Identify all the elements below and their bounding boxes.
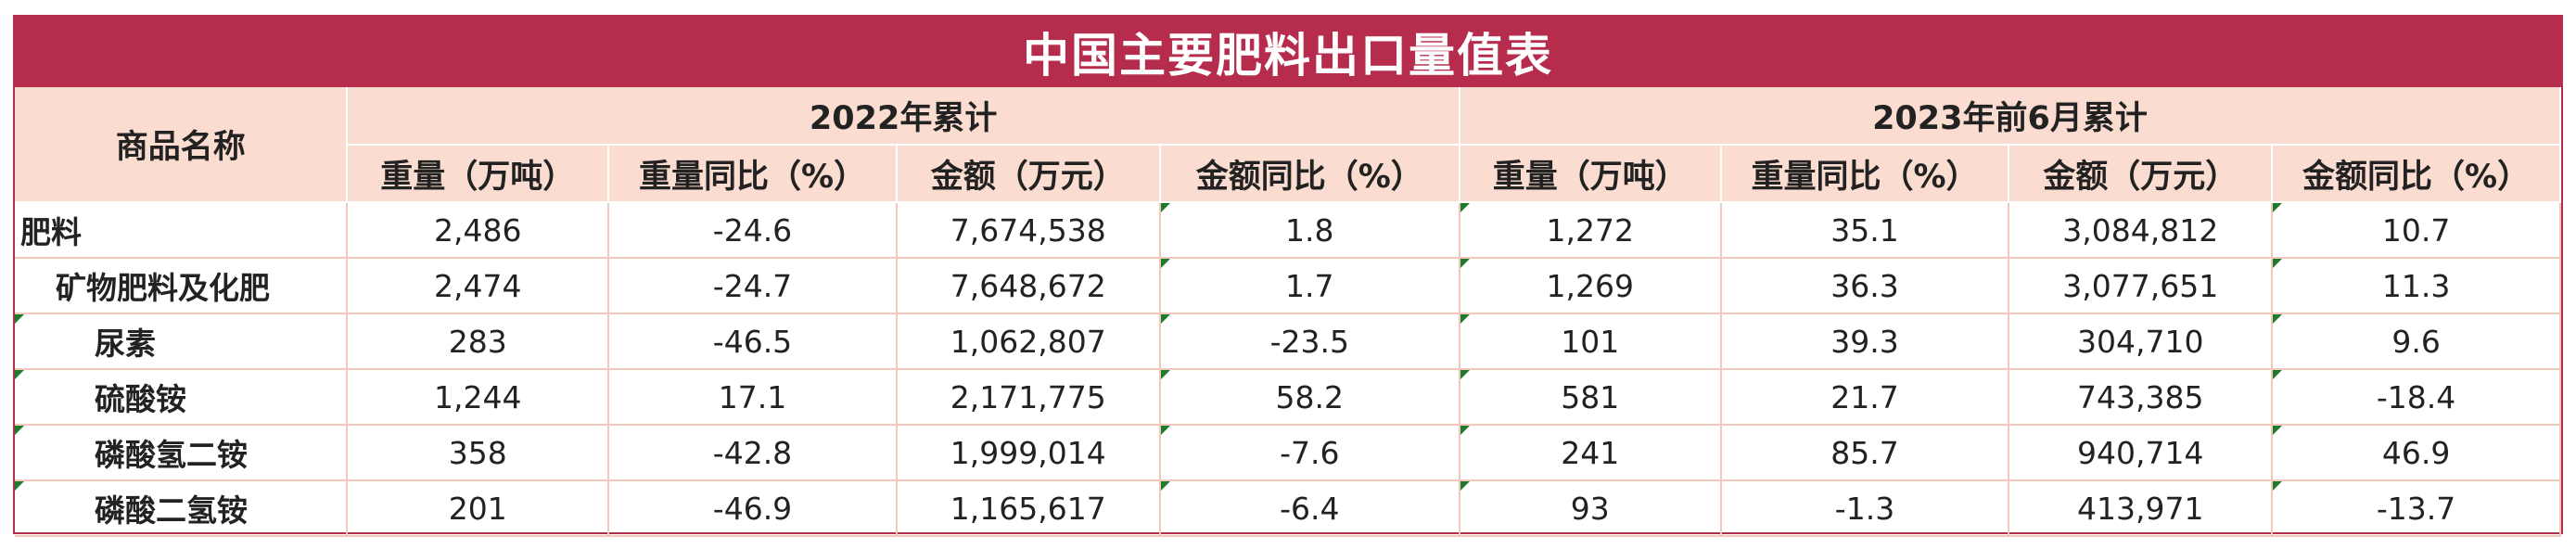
data-cell: -1.3 <box>1720 480 2010 537</box>
data-cell: 3,084,812 <box>2009 202 2274 259</box>
table-row: 尿素 283 -46.5 1,062,807 -23.5 101 39.3 304,710 9.… <box>15 313 2561 370</box>
data-cell: 1,244 <box>347 369 610 426</box>
data-cell: 581 <box>1459 369 1722 426</box>
data-cell: 1,999,014 <box>896 425 1161 481</box>
data-cell: 36.3 <box>1720 258 2010 314</box>
table-row: 矿物肥料及化肥 2,474 -24.7 7,648,672 1.7 1,269 36.3 3,… <box>15 258 2561 314</box>
data-cell: 940,714 <box>2009 425 2274 481</box>
data-cell: 1,269 <box>1459 258 1722 314</box>
data-cell: 2,171,775 <box>896 369 1161 426</box>
group-header-2023: 2023年前6月累计 <box>1459 87 2562 146</box>
row-name-cell: 硫酸铵 <box>15 369 349 426</box>
data-cell: 21.7 <box>1720 369 2010 426</box>
column-header: 金额（万元） <box>2009 145 2274 203</box>
data-cell: 2,486 <box>347 202 610 259</box>
data-cell: 358 <box>347 425 610 481</box>
data-cell: -23.5 <box>1159 313 1460 370</box>
data-cell: 11.3 <box>2272 258 2561 314</box>
data-cell: 413,971 <box>2009 480 2274 537</box>
column-header: 重量同比（%） <box>1720 145 2010 203</box>
fertilizer-export-table-frame: 中国主要肥料出口量值表 商品名称 2022年累计 2023年前6月累计 重量（万… <box>13 15 2563 537</box>
row-name-cell: 矿物肥料及化肥 <box>15 258 349 314</box>
data-cell: 1,272 <box>1459 202 1722 259</box>
data-cell: 1.8 <box>1159 202 1460 259</box>
data-cell: -7.6 <box>1159 425 1460 481</box>
table-title: 中国主要肥料出口量值表 <box>15 17 2561 87</box>
data-cell: 2,474 <box>347 258 610 314</box>
data-cell: 17.1 <box>608 369 898 426</box>
row-name-cell: 肥料 <box>15 202 349 259</box>
data-cell: 283 <box>347 313 610 370</box>
data-cell: 35.1 <box>1720 202 2010 259</box>
group-header-2022: 2022年累计 <box>347 87 1460 146</box>
data-cell: -46.9 <box>608 480 898 537</box>
column-header: 金额同比（%） <box>2272 145 2561 203</box>
data-cell: 201 <box>347 480 610 537</box>
data-cell: -18.4 <box>2272 369 2561 426</box>
data-cell: 1.7 <box>1159 258 1460 314</box>
data-cell: -46.5 <box>608 313 898 370</box>
table-row: 肥料 2,486 -24.6 7,674,538 1.8 1,272 35.1 3,084,8… <box>15 202 2561 259</box>
data-cell: -6.4 <box>1159 480 1460 537</box>
data-cell: 46.9 <box>2272 425 2561 481</box>
data-cell: 3,077,651 <box>2009 258 2274 314</box>
data-cell: 9.6 <box>2272 313 2561 370</box>
data-cell: -13.7 <box>2272 480 2561 537</box>
data-cell: 93 <box>1459 480 1722 537</box>
table-row: 磷酸氢二铵 358 -42.8 1,999,014 -7.6 241 85.7 940,714… <box>15 425 2561 481</box>
data-cell: 58.2 <box>1159 369 1460 426</box>
data-cell: -24.6 <box>608 202 898 259</box>
column-header-name: 商品名称 <box>15 87 349 203</box>
column-header: 金额同比（%） <box>1159 145 1460 203</box>
row-name-cell: 磷酸氢二铵 <box>15 425 349 481</box>
data-cell: 101 <box>1459 313 1722 370</box>
data-cell: 743,385 <box>2009 369 2274 426</box>
data-cell: 85.7 <box>1720 425 2010 481</box>
data-cell: -24.7 <box>608 258 898 314</box>
data-cell: 10.7 <box>2272 202 2561 259</box>
row-name-cell: 尿素 <box>15 313 349 370</box>
data-cell: 1,062,807 <box>896 313 1161 370</box>
data-cell: 1,165,617 <box>896 480 1161 537</box>
data-cell: 39.3 <box>1720 313 2010 370</box>
column-header: 重量同比（%） <box>608 145 898 203</box>
table-row: 硫酸铵 1,244 17.1 2,171,775 58.2 581 21.7 743,385-… <box>15 369 2561 426</box>
row-name-cell: 磷酸二氢铵 <box>15 480 349 537</box>
data-cell: -42.8 <box>608 425 898 481</box>
column-header: 金额（万元） <box>896 145 1161 203</box>
data-cell: 7,648,672 <box>896 258 1161 314</box>
fertilizer-export-table: 商品名称 2022年累计 2023年前6月累计 重量（万吨） 重量同比（%） 金… <box>15 87 2562 537</box>
data-cell: 7,674,538 <box>896 202 1161 259</box>
column-header: 重量（万吨） <box>1459 145 1722 203</box>
column-header: 重量（万吨） <box>347 145 610 203</box>
table-row: 磷酸二氢铵 201 -46.9 1,165,617 -6.4 93 -1.3 413,971-… <box>15 480 2561 537</box>
data-cell: 304,710 <box>2009 313 2274 370</box>
data-cell: 241 <box>1459 425 1722 481</box>
